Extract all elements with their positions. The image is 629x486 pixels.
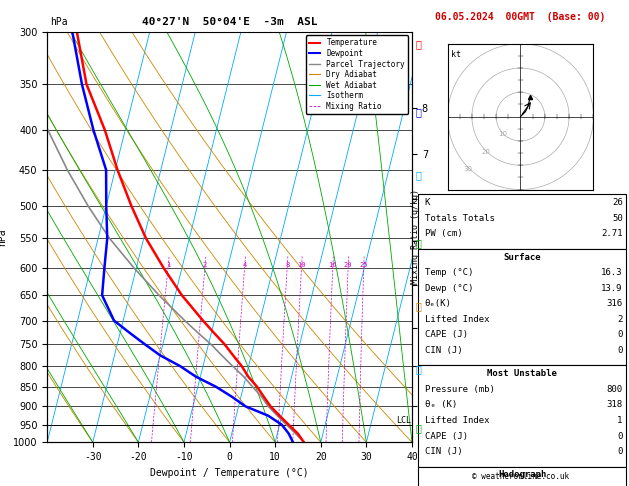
Text: CIN (J): CIN (J) (425, 447, 462, 456)
Text: CAPE (J): CAPE (J) (425, 330, 467, 340)
Text: Lifted Index: Lifted Index (425, 315, 489, 324)
Text: 06.05.2024  00GMT  (Base: 00): 06.05.2024 00GMT (Base: 00) (435, 12, 606, 22)
Text: 316: 316 (606, 299, 623, 309)
Legend: Temperature, Dewpoint, Parcel Trajectory, Dry Adiabat, Wet Adiabat, Isotherm, Mi: Temperature, Dewpoint, Parcel Trajectory… (306, 35, 408, 114)
Text: Totals Totals: Totals Totals (425, 214, 494, 223)
Text: 1: 1 (617, 416, 623, 425)
Text: 40°27'N  50°04'E  -3m  ASL: 40°27'N 50°04'E -3m ASL (142, 17, 318, 27)
Text: Surface: Surface (503, 253, 541, 262)
Text: 10: 10 (298, 262, 306, 268)
Text: 318: 318 (606, 400, 623, 410)
Text: 20: 20 (481, 149, 490, 155)
Text: θₑ(K): θₑ(K) (425, 299, 452, 309)
Text: CAPE (J): CAPE (J) (425, 432, 467, 441)
Y-axis label: hPa: hPa (0, 228, 8, 246)
Text: 0: 0 (617, 447, 623, 456)
Text: 25: 25 (360, 262, 368, 268)
Y-axis label: km
ASL: km ASL (431, 227, 447, 246)
Text: ≫: ≫ (415, 238, 421, 248)
Text: 0: 0 (617, 330, 623, 340)
Text: 800: 800 (606, 385, 623, 394)
X-axis label: Dewpoint / Temperature (°C): Dewpoint / Temperature (°C) (150, 468, 309, 478)
Text: 0: 0 (617, 432, 623, 441)
Text: 20: 20 (344, 262, 352, 268)
Text: Hodograph: Hodograph (498, 470, 546, 480)
Text: ≫: ≫ (415, 423, 421, 433)
Text: 2: 2 (617, 315, 623, 324)
Text: 30: 30 (464, 166, 472, 172)
Text: 26: 26 (612, 198, 623, 208)
Text: 1: 1 (166, 262, 170, 268)
Text: LCL: LCL (396, 416, 411, 425)
Text: hPa: hPa (50, 17, 68, 27)
Text: ≫: ≫ (415, 170, 421, 180)
Text: 50: 50 (612, 214, 623, 223)
Text: 10: 10 (499, 131, 508, 137)
Text: 16.3: 16.3 (601, 268, 623, 278)
Text: CIN (J): CIN (J) (425, 346, 462, 355)
Text: Pressure (mb): Pressure (mb) (425, 385, 494, 394)
Text: 8: 8 (285, 262, 289, 268)
Text: © weatheronline.co.uk: © weatheronline.co.uk (472, 472, 569, 481)
Text: ≫: ≫ (415, 39, 421, 49)
Text: ≫: ≫ (415, 364, 421, 374)
Text: ≫: ≫ (415, 301, 421, 311)
Text: 0: 0 (617, 346, 623, 355)
Text: Temp (°C): Temp (°C) (425, 268, 473, 278)
Text: PW (cm): PW (cm) (425, 229, 462, 239)
Text: 13.9: 13.9 (601, 284, 623, 293)
Text: 2.71: 2.71 (601, 229, 623, 239)
Text: Mixing Ratio (g/kg): Mixing Ratio (g/kg) (411, 190, 420, 284)
Text: 16: 16 (328, 262, 337, 268)
Text: ≫: ≫ (415, 107, 421, 117)
Text: Dewp (°C): Dewp (°C) (425, 284, 473, 293)
Text: 4: 4 (242, 262, 247, 268)
Text: Most Unstable: Most Unstable (487, 369, 557, 379)
Text: Lifted Index: Lifted Index (425, 416, 489, 425)
Text: kt: kt (450, 50, 460, 59)
Text: K: K (425, 198, 430, 208)
Text: 2: 2 (203, 262, 207, 268)
Text: θₑ (K): θₑ (K) (425, 400, 457, 410)
